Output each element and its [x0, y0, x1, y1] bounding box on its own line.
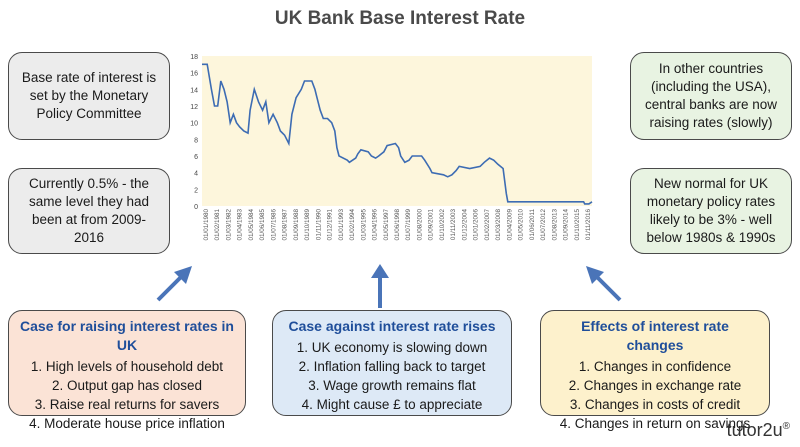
current-rate-note: Currently 0.5% - the same level they had…	[8, 168, 170, 254]
y-tick-label: 6	[194, 154, 198, 161]
plot-area	[202, 56, 592, 206]
x-tick-label: 01/04/2009	[506, 209, 513, 241]
case-for-raising-heading: Case for raising interest rates in UK	[20, 318, 234, 353]
list-item: 4. Moderate house price inflation	[29, 416, 225, 431]
list-item: 3. Wage growth remains flat	[308, 378, 476, 393]
list-item: 1. High levels of household debt	[30, 359, 224, 374]
arrow-up-left-icon	[156, 266, 192, 302]
y-tick-label: 8	[194, 137, 198, 144]
y-axis: 0 2 4 6 8 10 12 14 16 18	[190, 54, 198, 211]
list-item: 2. Output gap has closed	[51, 378, 203, 393]
x-tick-label: 01/12/2004	[461, 209, 468, 241]
y-tick-label: 0	[194, 204, 198, 211]
x-tick-label: 01/01/1980	[203, 209, 210, 241]
x-tick-label: 01/04/1996	[372, 209, 379, 241]
y-tick-label: 16	[190, 71, 198, 78]
x-tick-label: 01/11/1990	[315, 209, 322, 241]
arrow-up-right-icon	[586, 266, 622, 302]
x-tick-label: 01/06/2011	[529, 209, 536, 241]
list-item: 2. Changes in exchange rate	[568, 378, 742, 393]
list-item: 3. Raise real returns for savers	[34, 397, 220, 412]
y-tick-label: 18	[190, 54, 198, 61]
x-tick-label: 01/07/1999	[405, 209, 412, 241]
x-tick-label: 01/07/2012	[540, 209, 547, 241]
x-tick-label: 01/05/1984	[248, 209, 255, 241]
case-against-heading: Case against interest rate rises	[288, 318, 496, 334]
x-tick-label: 01/12/1991	[327, 209, 334, 241]
list-item: 2. Inflation falling back to target	[298, 359, 486, 374]
x-tick-label: 01/03/1982	[225, 209, 232, 241]
x-tick-label: 01/08/2013	[551, 209, 558, 241]
other-countries-note-text: In other countries (including the USA), …	[644, 61, 778, 130]
x-tick-label: 01/09/1988	[293, 209, 300, 241]
x-tick-label: 01/11/2016	[585, 209, 592, 241]
case-for-raising-panel: Case for raising interest rates in UK 1.…	[8, 310, 246, 431]
y-tick-label: 4	[194, 171, 198, 178]
list-item: 4. Changes in return on savings	[559, 416, 751, 431]
x-tick-label: 01/05/1997	[383, 209, 390, 241]
effects-heading: Effects of interest rate changes	[581, 318, 729, 353]
list-item: 3. Changes in costs of credit	[569, 397, 741, 412]
case-against-panel: Case against interest rate rises 1. UK e…	[272, 310, 512, 416]
rate-series-line	[202, 63, 593, 205]
current-rate-note-text: Currently 0.5% - the same level they had…	[28, 176, 150, 245]
new-normal-note-text: New normal for UK monetary policy rates …	[646, 176, 776, 245]
x-axis: 01/01/1980 01/02/1981 01/03/1982 01/04/1983…	[203, 209, 592, 241]
x-tick-label: 01/10/2002	[439, 209, 446, 241]
x-tick-label: 01/11/2003	[450, 209, 457, 241]
y-tick-label: 12	[190, 104, 198, 111]
arrow-up-icon	[371, 264, 389, 308]
x-tick-label: 01/09/2001	[428, 209, 435, 241]
x-tick-label: 01/08/2000	[416, 209, 423, 241]
new-normal-note: New normal for UK monetary policy rates …	[630, 168, 792, 254]
y-tick-label: 10	[190, 121, 198, 128]
x-tick-label: 01/06/1998	[394, 209, 401, 241]
x-tick-label: 01/03/1995	[360, 209, 367, 241]
y-tick-label: 14	[190, 87, 198, 94]
x-tick-label: 01/01/2006	[473, 209, 480, 241]
x-tick-label: 01/01/1993	[338, 209, 345, 241]
other-countries-note: In other countries (including the USA), …	[630, 52, 792, 140]
list-item: 1. UK economy is slowing down	[296, 340, 488, 355]
x-tick-label: 01/03/2008	[495, 209, 502, 241]
tutor2u-logo: tutor2u®	[727, 420, 790, 441]
page-title: UK Bank Base Interest Rate	[274, 8, 526, 29]
logo-text: tutor2u	[726, 420, 783, 440]
list-item: 4. Might cause £ to appreciate	[301, 397, 483, 412]
x-tick-label: 01/04/1983	[237, 209, 244, 241]
x-tick-label: 01/02/2007	[484, 209, 491, 241]
mpc-note-text: Base rate of interest is set by the Mone…	[21, 70, 157, 121]
logo-registered-mark: ®	[782, 421, 790, 432]
x-tick-label: 01/02/1981	[214, 209, 221, 241]
x-tick-label: 01/06/1985	[259, 209, 266, 241]
y-tick-label: 2	[194, 187, 198, 194]
x-tick-label: 01/10/1989	[304, 209, 311, 241]
x-tick-label: 01/07/1986	[270, 209, 277, 241]
x-tick-label: 01/10/2015	[574, 209, 581, 241]
effects-panel: Effects of interest rate changes 1. Chan…	[540, 310, 770, 431]
x-tick-label: 01/09/2014	[563, 209, 570, 241]
list-item: 1. Changes in confidence	[578, 359, 732, 374]
x-tick-label: 01/08/1987	[282, 209, 289, 241]
x-tick-label: 01/05/2010	[518, 209, 525, 241]
x-tick-label: 01/02/1994	[349, 209, 356, 241]
mpc-note: Base rate of interest is set by the Mone…	[8, 52, 170, 140]
